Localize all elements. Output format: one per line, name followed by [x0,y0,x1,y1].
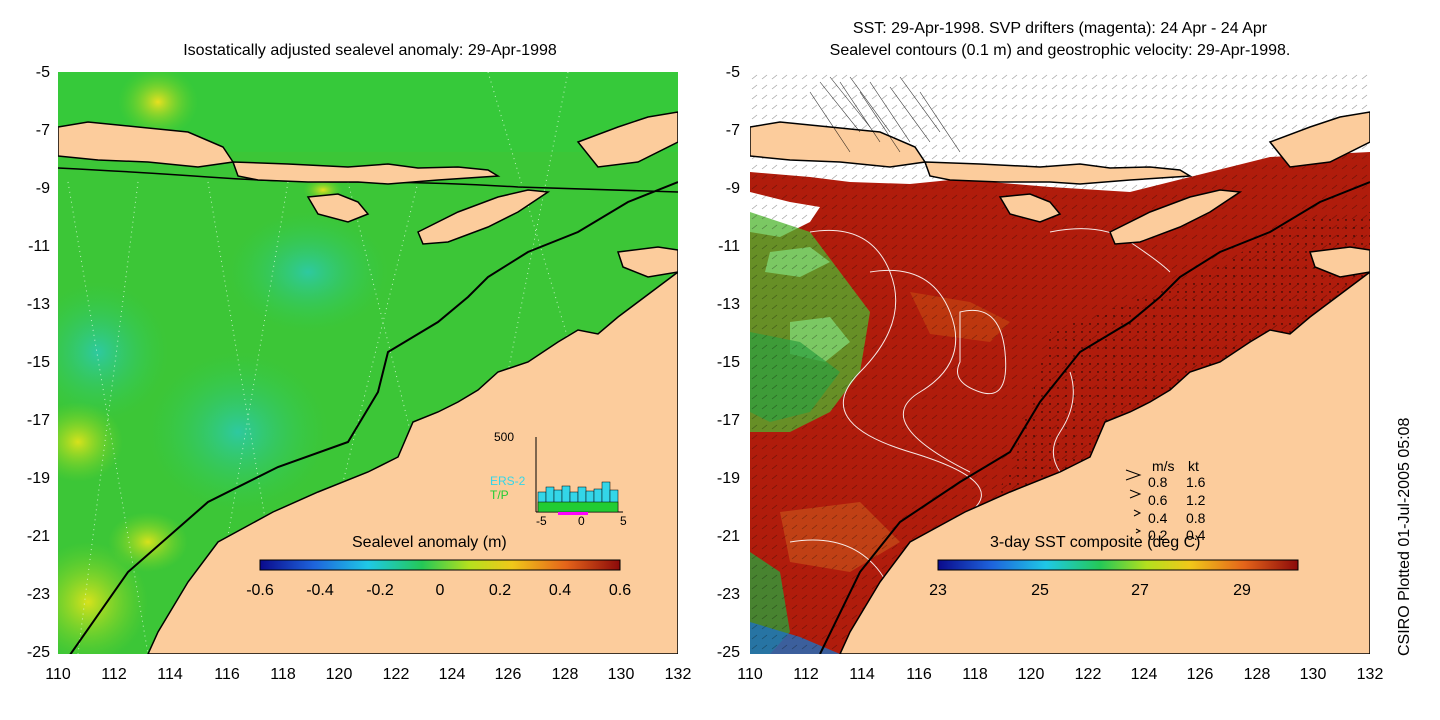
x-tick: 122 [382,666,410,683]
x-tick: 116 [906,666,932,683]
inset-series-ers2: ERS-2 [490,474,526,488]
y-tick: -11 [28,238,50,255]
inset-series-tp: T/P [490,488,509,502]
x-tick: 128 [551,666,579,683]
colorbar-tick: 25 [1031,582,1049,599]
inset-ymax-label: 500 [494,430,515,444]
x-tick: 110 [45,666,71,683]
speed-legend-ms: 0.6 [1148,492,1168,508]
y-tick: -11 [718,238,740,255]
y-tick: -13 [26,296,50,313]
x-tick: 118 [270,666,296,683]
x-tick: 128 [1243,666,1271,683]
right-map-title-line1: SST: 29-Apr-1998. SVP drifters (magenta)… [852,20,1268,37]
y-tick: -19 [26,470,50,487]
colorbar-tick: -0.6 [246,582,274,599]
y-tick: -23 [716,586,740,603]
y-tick: -21 [716,528,740,545]
left-map-plot [58,72,678,654]
plot-credit: CSIRO Plotted 01-Jul-2005 05:08 [1396,417,1413,656]
speed-legend-kt: 0.8 [1186,510,1206,526]
y-tick: -15 [716,354,740,371]
y-tick: -19 [716,470,740,487]
speed-legend-header-ms: m/s [1152,458,1175,474]
colorbar-tick: 0.2 [488,582,512,599]
speed-legend-kt: 1.6 [1186,474,1206,490]
sst-composite-map [750,72,1370,654]
left-map-title: Isostatically adjusted sealevel anomaly:… [183,42,557,59]
x-tick: 120 [325,666,353,683]
speed-legend-arrows [1125,469,1142,534]
y-tick: -9 [35,180,50,197]
inset-x-tick: 0 [578,514,585,528]
x-tick: 122 [1074,666,1102,683]
x-tick: 114 [849,666,875,683]
speed-legend-ms: 0.8 [1148,474,1168,490]
sst-colorbar-label: 3-day SST composite (deg C) [990,534,1201,551]
inset-histogram [535,437,623,515]
colorbar-tick: 29 [1233,582,1251,599]
right-map-plot [750,72,1370,654]
x-tick: 112 [101,666,127,683]
x-tick: 132 [1356,666,1384,683]
colorbar-tick: 0.4 [548,582,572,599]
colorbar-tick: -0.4 [306,582,334,599]
y-tick: -25 [26,644,50,661]
colorbar-tick: -0.2 [366,582,394,599]
x-tick: 130 [607,666,635,683]
colorbar-tick: 0.6 [608,582,632,599]
sealevel-colorbar-label: Sealevel anomaly (m) [352,534,507,551]
y-tick: -5 [35,64,50,81]
x-tick: 114 [157,666,183,683]
x-tick: 116 [214,666,240,683]
sealevel-colorbar [259,559,621,571]
y-tick: -25 [716,644,740,661]
x-tick: 118 [962,666,988,683]
y-tick: -17 [26,412,50,429]
y-tick: -13 [716,296,740,313]
x-tick: 124 [1130,666,1158,683]
colorbar-tick: 27 [1131,582,1149,599]
speed-legend-kt: 0.4 [1186,527,1206,543]
inset-x-tick: 5 [620,514,627,528]
colorbar-tick: 0 [435,582,445,599]
speed-legend-ms: 0.2 [1148,527,1168,543]
y-tick: -9 [725,180,740,197]
speed-legend-ms: 0.4 [1148,510,1168,526]
y-tick: -17 [716,412,740,429]
x-tick: 124 [438,666,466,683]
sst-colorbar [937,559,1299,571]
inset-x-tick: -5 [536,514,547,528]
y-tick: -23 [26,586,50,603]
y-tick: -7 [35,122,50,139]
sealevel-anomaly-map [58,72,678,654]
x-tick: 130 [1299,666,1327,683]
y-tick: -5 [725,64,740,81]
y-tick: -15 [26,354,50,371]
y-tick: -7 [725,122,740,139]
right-map-title-line2: Sealevel contours (0.1 m) and geostrophi… [829,42,1291,59]
x-tick: 126 [494,666,522,683]
y-tick: -21 [26,528,50,545]
speed-legend-header-kt: kt [1188,458,1199,474]
x-tick: 126 [1186,666,1214,683]
x-tick: 112 [793,666,819,683]
x-tick: 120 [1017,666,1045,683]
speed-legend-kt: 1.2 [1186,492,1206,508]
x-tick: 110 [737,666,763,683]
colorbar-tick: 23 [929,582,947,599]
x-tick: 132 [664,666,692,683]
